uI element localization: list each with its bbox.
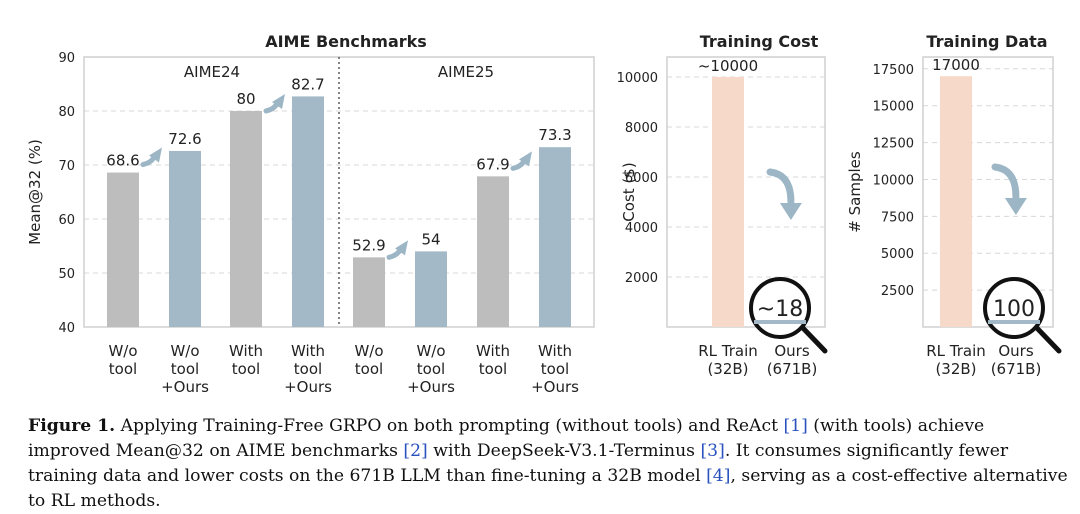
data-ytick-label: 2500 — [881, 284, 914, 299]
aime-ytick-label: 40 — [58, 321, 75, 336]
aime-bar — [477, 176, 509, 327]
cost-magnified-value-label: ~18 — [757, 297, 803, 322]
data-ytick-label: 5000 — [881, 247, 914, 262]
aime-bar-value-label: 68.6 — [106, 152, 139, 170]
aime-bar — [415, 251, 447, 327]
caption-label: Figure 1. — [28, 416, 115, 436]
aime-x-tick-label: With — [476, 342, 510, 360]
cost-bar-value-label: ~10000 — [698, 57, 758, 75]
aime-bar — [230, 111, 262, 327]
data-reduction-arrow-head — [1005, 198, 1027, 215]
aime-improvement-arrow — [143, 148, 162, 165]
aime-x-tick-label: tool — [232, 360, 260, 378]
caption-reference[interactable]: [1] — [783, 416, 807, 436]
aime-x-tick-label: +Ours — [284, 378, 332, 396]
cost-ytick-label: 4000 — [625, 221, 658, 236]
cost-x-tick-label: (32B) — [707, 360, 748, 378]
aime-ytick-label: 80 — [58, 105, 75, 120]
aime-improvement-arrow — [266, 94, 285, 111]
data-x-tick-label: (32B) — [935, 360, 976, 378]
aime-group-label: AIME25 — [438, 63, 494, 81]
aime-ytick-label: 70 — [58, 159, 75, 174]
aime-x-tick-label: tool — [479, 360, 507, 378]
aime-x-tick-label: W/o — [354, 342, 383, 360]
aime-x-tick-label: With — [229, 342, 263, 360]
aime-x-tick-label: tool — [171, 360, 199, 378]
data-ytick-label: 7500 — [881, 210, 914, 225]
cost-bar — [712, 77, 744, 327]
data-magnified-value-label: 100 — [993, 297, 1035, 322]
caption-segment: with DeepSeek-V3.1-Terminus — [428, 441, 701, 461]
data-reduction-arrow-shaft — [995, 167, 1016, 197]
cost-y-axis-label: Cost ($) — [620, 162, 638, 221]
data-magnifier-handle — [1035, 326, 1059, 351]
data-x-tick-label: RL Train — [926, 342, 986, 360]
cost-reduction-arrow-shaft — [770, 172, 791, 202]
aime-y-axis-label: Mean@32 (%) — [26, 139, 44, 245]
data-bar-value-label: 17000 — [932, 56, 980, 74]
aime-bar — [539, 147, 571, 327]
aime-bar — [353, 257, 385, 327]
aime-chart-title: AIME Benchmarks — [265, 32, 427, 51]
aime-ytick-label: 90 — [58, 51, 75, 66]
aime-improvement-arrow — [389, 240, 408, 257]
cost-x-tick-label: Ours — [774, 342, 809, 360]
data-ytick-label: 15000 — [873, 100, 914, 115]
aime-bar-value-label: 73.3 — [538, 126, 571, 144]
data-ytick-label: 17500 — [873, 63, 914, 78]
caption-reference[interactable]: [3] — [700, 441, 724, 461]
cost-ytick-label: 2000 — [625, 271, 658, 286]
aime-bar-value-label: 54 — [421, 230, 440, 248]
aime-x-tick-label: W/o — [170, 342, 199, 360]
aime-x-tick-label: tool — [109, 360, 137, 378]
aime-improvement-arrow — [513, 151, 532, 168]
caption-segment: Applying Training-Free GRPO on both prom… — [115, 416, 783, 436]
caption-reference[interactable]: [2] — [403, 441, 427, 461]
aime-x-tick-label: tool — [294, 360, 322, 378]
aime-bar-value-label: 80 — [236, 90, 255, 108]
figure-caption: Figure 1. Applying Training-Free GRPO on… — [28, 414, 1068, 514]
data-ytick-label: 12500 — [873, 137, 914, 152]
aime-x-tick-label: tool — [355, 360, 383, 378]
aime-bar — [169, 151, 201, 327]
aime-x-tick-label: With — [538, 342, 572, 360]
aime-x-tick-label: +Ours — [531, 378, 579, 396]
data-magnifier-icon: 100 — [985, 279, 1059, 351]
cost-chart-title: Training Cost — [700, 32, 819, 51]
cost-ytick-label: 10000 — [617, 71, 658, 86]
aime-bar-value-label: 72.6 — [168, 130, 201, 148]
caption-text: Applying Training-Free GRPO on both prom… — [28, 416, 1068, 511]
figure-charts: 40 50 60 70 80 90 AIME Benchmarks Mean@32 (%) AI… — [0, 0, 1080, 406]
cost-reduction-arrow — [770, 172, 802, 220]
aime-bar-value-label: 52.9 — [352, 236, 385, 254]
aime-bar — [292, 96, 324, 327]
data-ytick-label: 10000 — [873, 173, 914, 188]
aime-ytick-label: 60 — [58, 213, 75, 228]
cost-x-tick-label: (671B) — [767, 360, 818, 378]
data-reduction-arrow — [995, 167, 1027, 215]
aime-group-label: AIME24 — [184, 63, 240, 81]
aime-x-tick-label: With — [291, 342, 325, 360]
aime-ytick-label: 50 — [58, 267, 75, 282]
cost-reduction-arrow-head — [780, 203, 802, 220]
data-bar — [940, 76, 972, 327]
data-x-tick-label: Ours — [998, 342, 1033, 360]
aime-x-tick-label: tool — [417, 360, 445, 378]
caption-reference[interactable]: [4] — [706, 466, 730, 486]
cost-magnifier-icon: ~18 — [751, 279, 825, 351]
aime-x-tick-label: +Ours — [161, 378, 209, 396]
data-y-axis-label: # Samples — [846, 151, 864, 233]
aime-bar — [107, 173, 139, 327]
aime-x-tick-label: W/o — [416, 342, 445, 360]
aime-bar-value-label: 82.7 — [291, 75, 324, 93]
cost-ytick-label: 8000 — [625, 121, 658, 136]
cost-x-tick-label: RL Train — [698, 342, 758, 360]
aime-x-tick-label: tool — [541, 360, 569, 378]
aime-x-tick-label: W/o — [108, 342, 137, 360]
data-chart-title: Training Data — [926, 32, 1047, 51]
aime-x-tick-label: +Ours — [407, 378, 455, 396]
aime-bar-value-label: 67.9 — [476, 155, 509, 173]
data-x-tick-label: (671B) — [991, 360, 1042, 378]
